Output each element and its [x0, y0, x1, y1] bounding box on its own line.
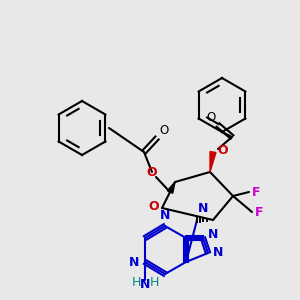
Text: N: N — [198, 202, 208, 215]
Text: N: N — [129, 256, 139, 268]
Text: O: O — [217, 143, 228, 157]
Text: N: N — [140, 278, 150, 292]
Polygon shape — [167, 182, 175, 193]
Text: N: N — [213, 247, 224, 260]
Text: F: F — [255, 206, 263, 218]
Text: N: N — [208, 229, 218, 242]
Text: H: H — [149, 277, 159, 290]
Text: O: O — [147, 166, 157, 178]
Text: O: O — [207, 111, 216, 124]
Text: H: H — [131, 277, 141, 290]
Text: O: O — [149, 200, 159, 214]
Polygon shape — [210, 152, 216, 172]
Text: O: O — [159, 124, 168, 137]
Text: N: N — [160, 209, 170, 222]
Text: F: F — [252, 185, 260, 199]
